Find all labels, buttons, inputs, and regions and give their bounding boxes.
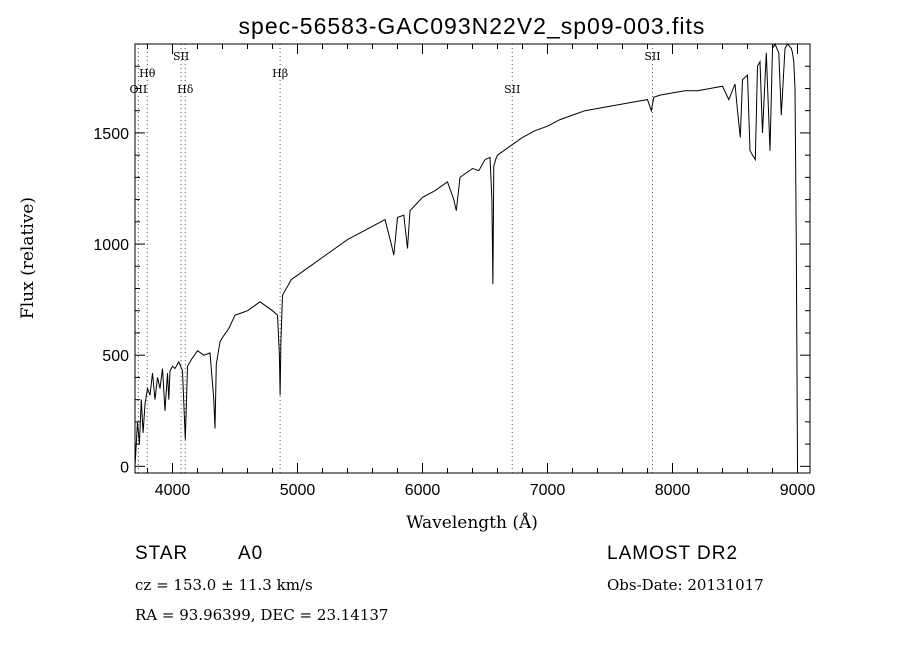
emission-line-markers: OII Hθ SII Hδ Hβ SII SII bbox=[130, 44, 661, 473]
marker-label: SII bbox=[173, 50, 189, 63]
redshift-readout: cz = 153.0 ± 11.3 km/s bbox=[135, 576, 313, 594]
axis-ticks: 4000 5000 6000 7000 8000 9000 0 500 1000 1500 bbox=[93, 44, 815, 499]
plot-frame bbox=[134, 43, 811, 474]
subclass-label: A0 bbox=[238, 543, 264, 564]
y-tick-label: 1000 bbox=[93, 237, 129, 254]
x-tick-label: 5000 bbox=[280, 482, 316, 499]
marker-label: Hβ bbox=[272, 67, 288, 80]
marker-label: Hθ bbox=[139, 67, 156, 80]
chart-title: spec-56583-GAC093N22V2_sp09-003.fits bbox=[239, 13, 706, 39]
y-tick-label: 1500 bbox=[93, 126, 129, 143]
y-tick-label: 500 bbox=[102, 348, 129, 365]
marker-label: SII bbox=[644, 50, 660, 63]
x-tick-label: 9000 bbox=[780, 482, 816, 499]
y-tick-label: 0 bbox=[120, 459, 129, 476]
marker-label: Hδ bbox=[177, 83, 194, 96]
radec-readout: RA = 93.96399, DEC = 23.14137 bbox=[135, 606, 389, 624]
x-axis-label: Wavelength (Å) bbox=[406, 512, 538, 533]
x-tick-label: 7000 bbox=[530, 482, 566, 499]
y-axis-label: Flux (relative) bbox=[18, 197, 38, 319]
marker-label: OII bbox=[130, 83, 148, 96]
x-tick-label: 6000 bbox=[405, 482, 441, 499]
x-tick-label: 8000 bbox=[655, 482, 691, 499]
survey-label: LAMOST DR2 bbox=[607, 543, 739, 564]
obs-date-readout: Obs-Date: 20131017 bbox=[607, 576, 764, 594]
class-label: STAR bbox=[135, 543, 189, 564]
marker-label: SII bbox=[504, 83, 520, 96]
x-tick-label: 4000 bbox=[155, 482, 191, 499]
spectrum-series-line bbox=[134, 42, 798, 467]
